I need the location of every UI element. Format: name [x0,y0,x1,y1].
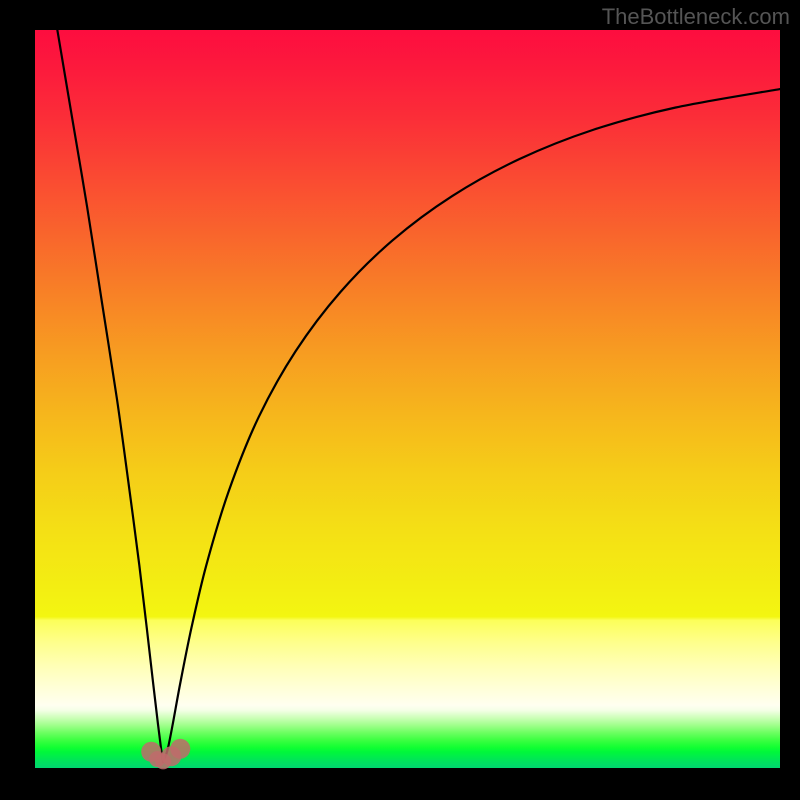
optimum-marker [170,739,190,759]
bottleneck-chart-svg [0,0,800,800]
watermark-text: TheBottleneck.com [602,4,790,30]
plot-background-gradient [35,30,780,768]
chart-container: TheBottleneck.com [0,0,800,800]
